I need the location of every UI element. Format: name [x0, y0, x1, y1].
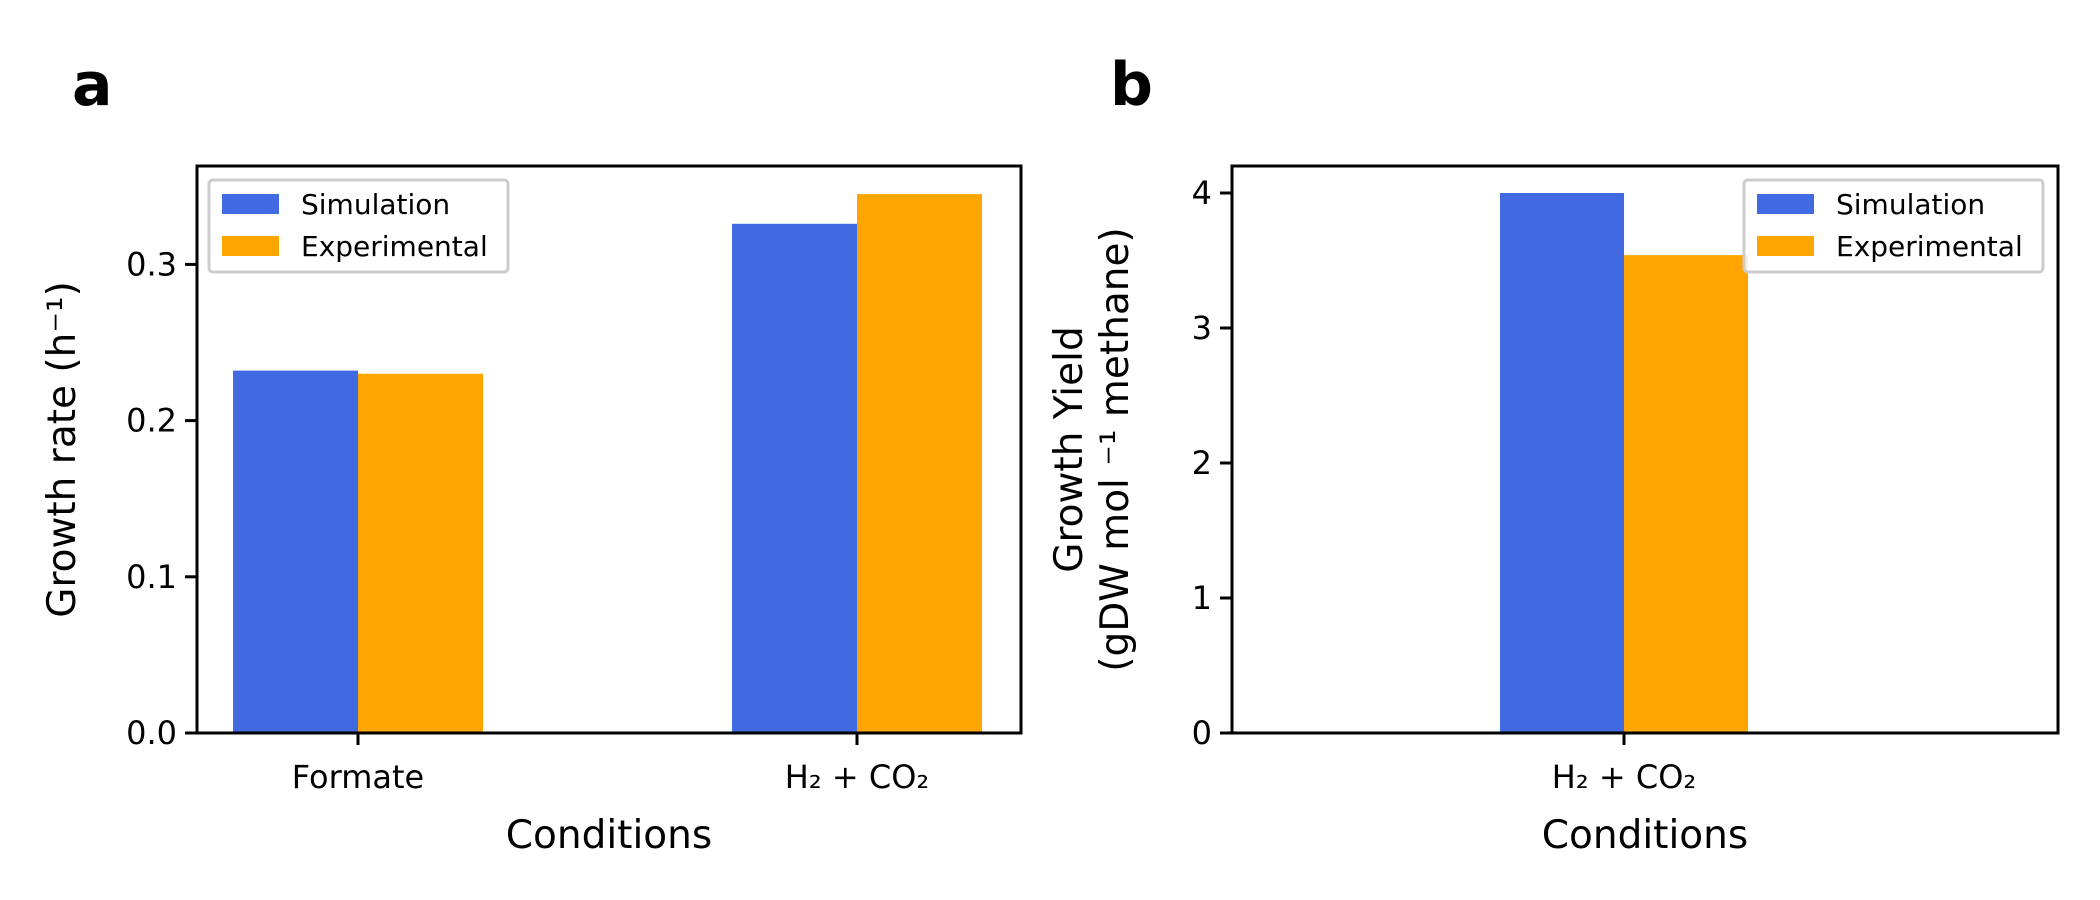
- bar-simulation-1: [732, 223, 857, 733]
- bar-simulation-0: [1500, 193, 1624, 733]
- panel-a: a 0.0 0.1 0.2 0.3 Formate H₂ + CO₂ Conditions Gr…: [40, 50, 1023, 858]
- y-tick-label: 3: [1192, 309, 1212, 347]
- x-tick-label: Formate: [292, 758, 424, 796]
- y-axis-title: Growth rate (h⁻¹): [40, 281, 85, 618]
- legend-swatch-experimental: [222, 236, 279, 256]
- legend-label-experimental: Experimental: [1836, 230, 2023, 263]
- y-tick-label: 0.1: [126, 558, 177, 596]
- y-tick-label: 0.0: [126, 714, 177, 752]
- bar-experimental-0: [1624, 255, 1748, 733]
- x-axis-title: Conditions: [1542, 813, 1748, 858]
- axes-frame: [1230, 164, 2060, 735]
- x-tick-label: H₂ + CO₂: [785, 758, 929, 796]
- axes-frame: [195, 164, 1023, 735]
- y-axis-title-line: (gDW mol ⁻¹ methane): [1093, 227, 1138, 671]
- legend-label-experimental: Experimental: [301, 230, 488, 263]
- panel-letter-b: b: [1110, 50, 1153, 120]
- y-tick-label: 1: [1192, 579, 1212, 617]
- legend-label-simulation: Simulation: [1836, 188, 1985, 221]
- legend-frame: [1742, 178, 2045, 274]
- bar-experimental-0: [358, 373, 483, 733]
- panel-letter-a: a: [72, 50, 113, 120]
- legend-swatch-simulation: [222, 194, 279, 214]
- legend-label-simulation: Simulation: [301, 188, 450, 221]
- legend-frame: [207, 178, 510, 274]
- legend-swatch-simulation: [1757, 194, 1814, 214]
- panel-b: b 0 1 2 3 4 H₂ + CO₂ Conditions Growth Yield (gDW…: [1047, 50, 2060, 858]
- x-tick-label: H₂ + CO₂: [1552, 758, 1696, 796]
- y-tick-label: 2: [1192, 444, 1212, 482]
- legend-swatch-experimental: [1757, 236, 1814, 256]
- y-tick-label: 0.3: [126, 245, 177, 283]
- bar-simulation-0: [233, 370, 358, 733]
- legend: Simulation Experimental: [1742, 178, 2045, 274]
- legend: Simulation Experimental: [207, 178, 510, 274]
- bar-experimental-1: [857, 194, 982, 733]
- x-axis-title: Conditions: [506, 813, 712, 858]
- y-tick-label: 4: [1192, 174, 1212, 212]
- y-axis-title-line: Growth Yield: [1047, 326, 1092, 572]
- y-tick-label: 0: [1192, 714, 1212, 752]
- y-tick-label: 0.2: [126, 402, 177, 440]
